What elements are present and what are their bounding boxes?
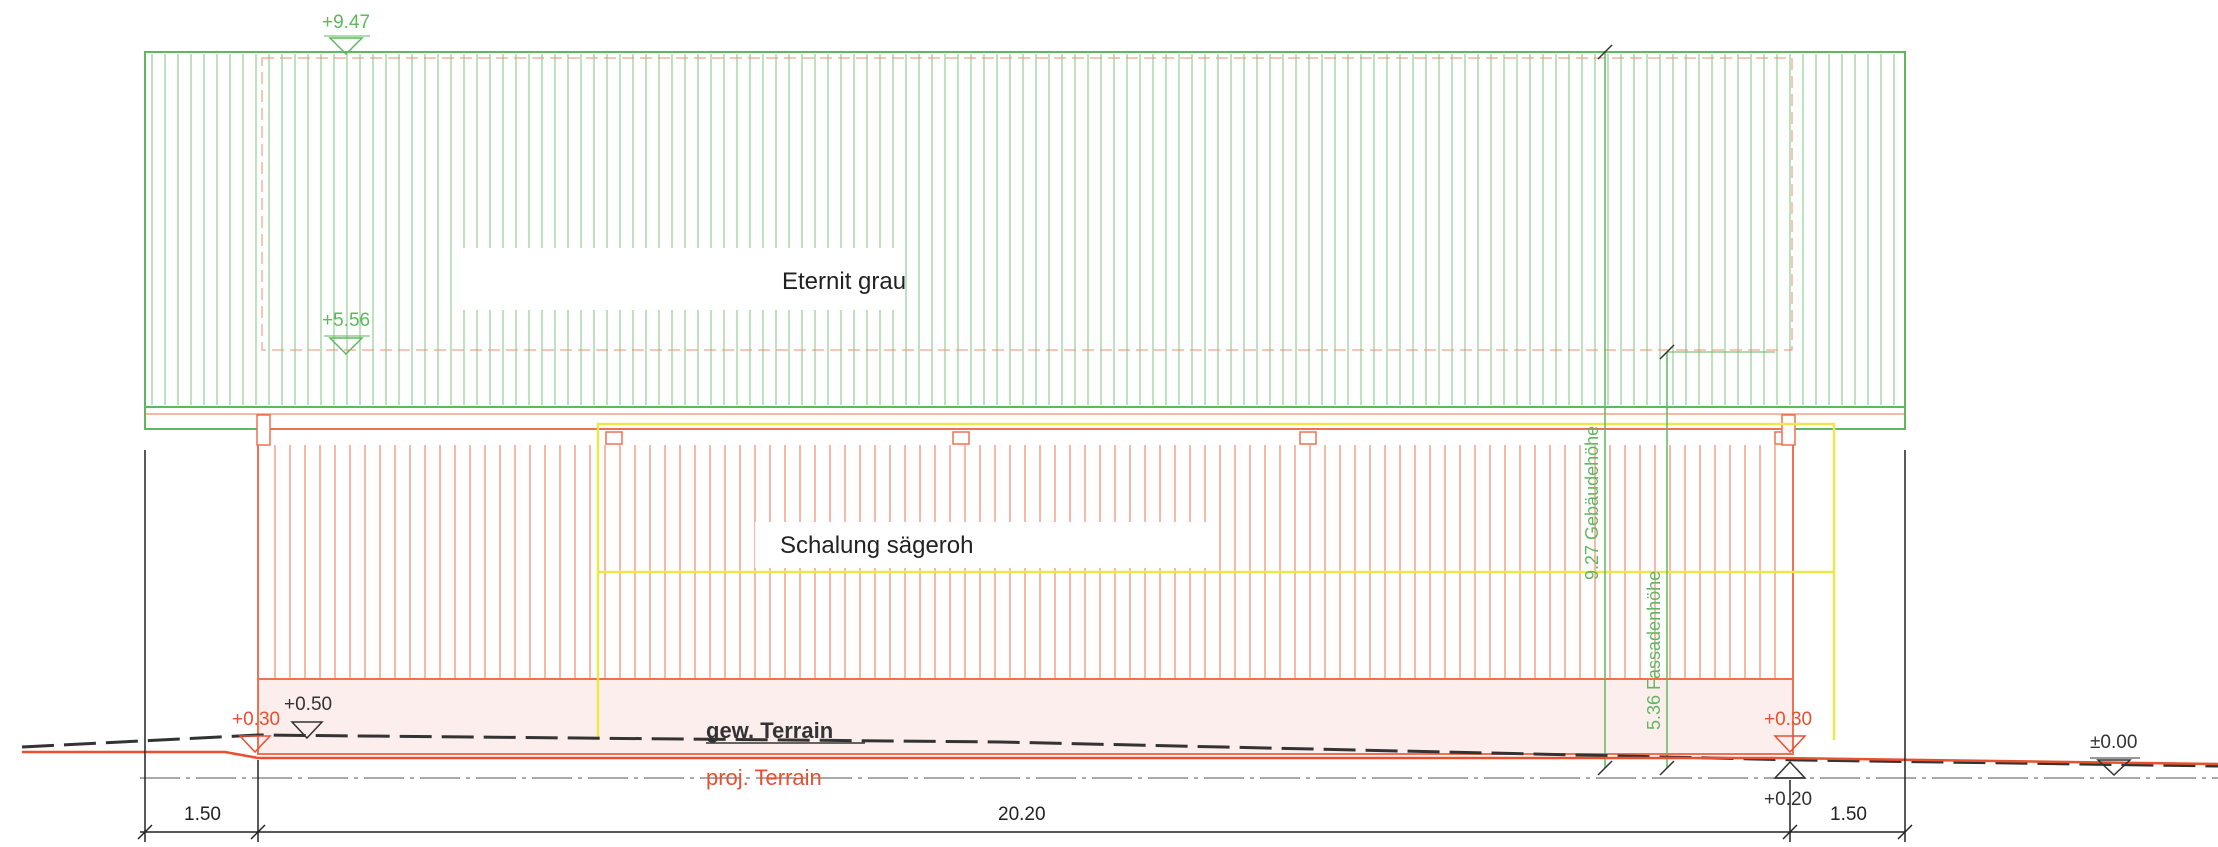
projected-terrain-label: proj. Terrain — [706, 765, 822, 790]
right-terrain-level-label: +0.30 — [1764, 709, 1812, 730]
below-level-triangle — [1773, 760, 1807, 779]
height-dimensions: 9.27 Gebäudehöhe 5.36 Fassadenhöhe — [1582, 44, 1792, 776]
roof-label-bg — [455, 248, 905, 310]
dimension-right: 1.50 — [1830, 804, 1867, 825]
post-mark — [605, 431, 623, 445]
zero-level-triangle — [2096, 759, 2132, 777]
eave-level-triangle — [328, 337, 364, 356]
facade-boarding — [274, 445, 1776, 678]
left-terrain-triangle — [238, 735, 272, 754]
dimension-left: 1.50 — [184, 804, 221, 825]
roof-hatching — [151, 54, 1895, 405]
roof-material-label: Eternit grau — [782, 268, 906, 295]
terrain: gew. Terrain proj. Terrain — [21, 718, 2218, 790]
eave-level-label: +5.56 — [322, 310, 370, 331]
facade-material-label: Schalung sägeroh — [780, 532, 973, 559]
facade — [256, 414, 1796, 755]
roof — [144, 51, 1906, 430]
dimension-middle: 20.20 — [998, 804, 1046, 825]
ridge-level-label: +9.47 — [322, 12, 370, 33]
plinth — [257, 678, 1794, 755]
facade-label-bg — [755, 522, 1215, 568]
existing-terrain-line — [21, 733, 2218, 768]
post-mark — [952, 431, 970, 445]
existing-terrain-label: gew. Terrain — [706, 718, 833, 743]
post-mark — [1299, 431, 1317, 445]
ridge-level-triangle — [328, 37, 364, 56]
left-terrain-level-label: +0.30 — [232, 709, 280, 730]
projected-terrain-line — [22, 750, 2218, 766]
below-level-label: +0.20 — [1764, 789, 1812, 810]
neighbour-outline — [596, 422, 1836, 740]
eave-fascia — [144, 406, 1906, 430]
post-mark — [1781, 414, 1796, 446]
plinth-level-triangle — [290, 721, 324, 740]
dimension-chain — [137, 450, 1913, 842]
facade-height-label: 5.36 Fassadenhöhe — [1644, 571, 1664, 730]
level-markers: +9.47 +5.56 +0.50 +0.30 +0.30 +0.20 ±0.0… — [232, 12, 2140, 810]
building-height-label: 9.27 Gebäudehöhe — [1582, 426, 1602, 580]
post-mark — [256, 414, 271, 446]
roof-hidden-outline — [261, 57, 1793, 351]
roof-outline — [144, 51, 1906, 408]
right-terrain-triangle — [1773, 735, 1807, 754]
zero-level-label: ±0.00 — [2090, 732, 2137, 753]
plinth-level-label: +0.50 — [284, 694, 332, 715]
